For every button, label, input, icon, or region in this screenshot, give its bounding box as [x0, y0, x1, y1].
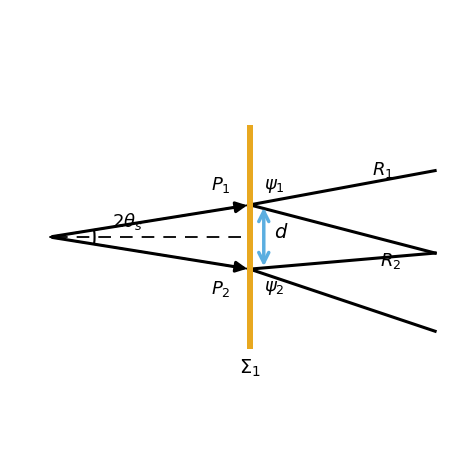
Text: $R_1$: $R_1$ — [373, 160, 394, 180]
Text: $2\theta_s$: $2\theta_s$ — [112, 210, 143, 232]
Text: $P_1$: $P_1$ — [211, 175, 230, 195]
Text: $d$: $d$ — [274, 223, 289, 242]
Text: $\Sigma_1$: $\Sigma_1$ — [239, 358, 261, 379]
Text: $\psi_1$: $\psi_1$ — [264, 177, 284, 195]
Text: $P_2$: $P_2$ — [211, 279, 230, 299]
Text: $R_2$: $R_2$ — [380, 251, 401, 271]
Bar — [247, 125, 253, 349]
Text: $\psi_2$: $\psi_2$ — [264, 279, 284, 297]
